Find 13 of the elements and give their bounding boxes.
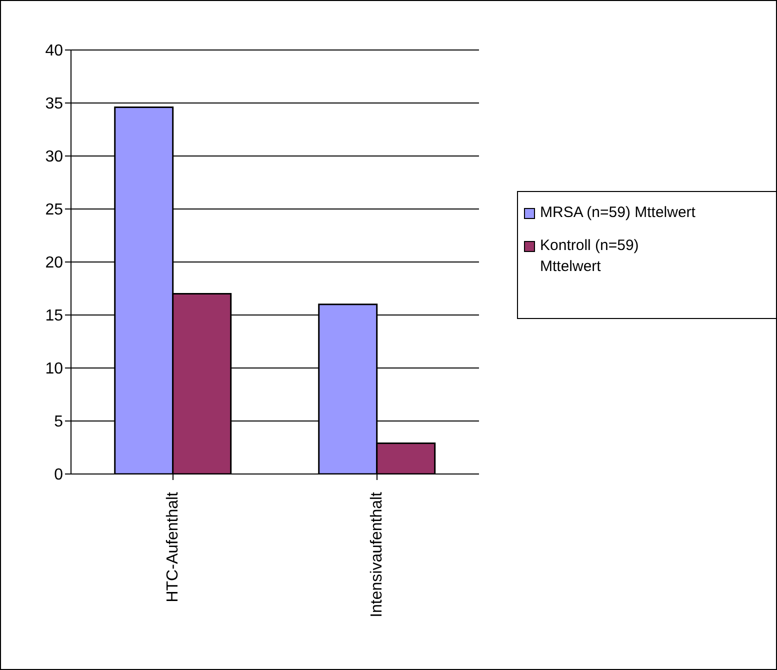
legend-label: Kontroll (n=59) Mttelwert	[540, 236, 640, 277]
y-tick-label: 20	[45, 254, 64, 272]
x-tick-label: Intensivaufenthalt	[368, 491, 386, 618]
legend-label: MRSA (n=59) Mttelwert	[540, 203, 696, 223]
x-tick-label: HTC-Aufenthalt	[164, 491, 182, 602]
y-tick-label: 25	[45, 202, 64, 219]
y-tick-label: 40	[45, 42, 64, 60]
y-tick-label: 0	[54, 466, 64, 484]
y-tick-label: 15	[45, 308, 64, 325]
y-tick-label: 35	[45, 96, 64, 113]
y-tick-label: 5	[54, 414, 64, 431]
y-tick-label: 10	[45, 360, 64, 378]
y-tick-label: 30	[45, 148, 64, 166]
